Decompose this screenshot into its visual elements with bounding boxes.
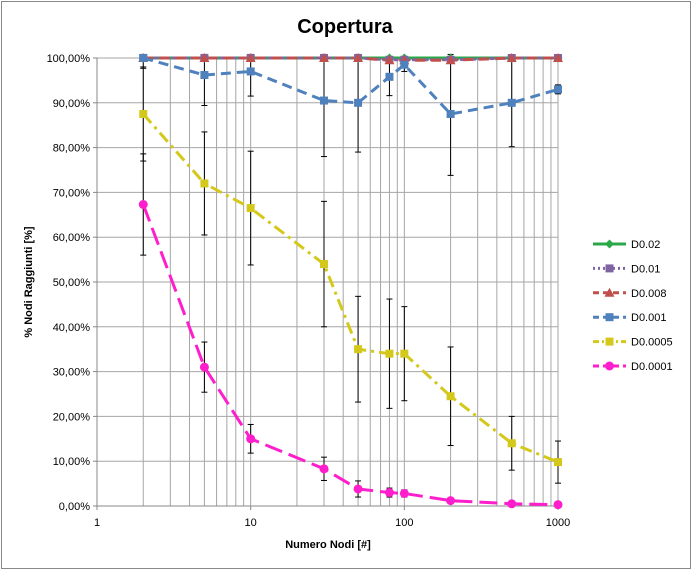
data-point xyxy=(139,110,148,118)
legend-label-4: D0.0005 xyxy=(631,337,673,349)
data-point xyxy=(384,55,395,65)
y-tick-label: 0,00% xyxy=(59,501,90,513)
legend: D0.02 D0.01 D0.008 D0.001 D0.0005 D0.0001 xyxy=(593,239,673,373)
x-axis-ticks: 1 10 100 1000 xyxy=(94,505,570,529)
legend-marker-3 xyxy=(605,313,614,322)
data-point xyxy=(353,53,364,62)
data-point xyxy=(200,179,209,188)
data-point xyxy=(400,349,409,358)
data-point xyxy=(400,60,409,69)
data-point xyxy=(506,53,517,62)
data-point xyxy=(246,67,255,76)
y-tick-label: 40,00% xyxy=(53,322,91,334)
data-point xyxy=(384,488,394,498)
x-axis-title: Numero Nodi [#] xyxy=(285,539,371,551)
data-point xyxy=(399,488,409,498)
data-point xyxy=(354,345,363,354)
series-lines xyxy=(141,56,560,507)
y-tick-label: 30,00% xyxy=(53,367,91,379)
y-axis-title: % Nodi Raggiunti [%] xyxy=(23,226,35,338)
legend-label-0: D0.02 xyxy=(631,239,660,251)
data-point xyxy=(446,496,456,506)
series-line-2 xyxy=(143,56,558,62)
data-point xyxy=(245,53,256,62)
data-point xyxy=(318,53,329,62)
y-tick-label: 70,00% xyxy=(53,187,91,199)
x-tick-label: 10 xyxy=(245,517,257,529)
y-tick-label: 60,00% xyxy=(53,232,91,244)
grid xyxy=(96,57,559,507)
data-point xyxy=(446,392,455,401)
y-tick-label: 50,00% xyxy=(53,277,91,289)
data-point xyxy=(246,434,256,444)
legend-marker-2 xyxy=(604,287,615,297)
legend-label-3: D0.001 xyxy=(631,312,666,324)
data-point xyxy=(507,439,516,448)
data-point xyxy=(246,204,255,213)
data-point xyxy=(446,110,455,118)
legend-label-5: D0.0001 xyxy=(631,361,673,373)
x-tick-label: 1 xyxy=(94,517,100,529)
series-markers xyxy=(138,53,563,510)
data-point xyxy=(139,54,148,62)
data-point xyxy=(445,55,456,65)
data-point xyxy=(199,362,209,372)
y-axis-ticks: 0,00% 10,00% 20,00% 30,00% 40,00% 50,00% 60,00… xyxy=(47,53,98,513)
data-point xyxy=(385,349,394,358)
data-point xyxy=(200,71,209,80)
data-point xyxy=(553,53,563,62)
y-tick-label: 10,00% xyxy=(53,456,91,468)
data-point xyxy=(199,53,210,62)
legend-label-2: D0.008 xyxy=(631,288,666,300)
legend-marker-4 xyxy=(605,337,614,346)
legend-marker-0 xyxy=(605,239,614,249)
y-tick-label: 20,00% xyxy=(53,411,91,423)
data-point xyxy=(319,464,329,474)
data-point xyxy=(354,98,363,107)
data-point xyxy=(319,260,328,269)
legend-marker-1 xyxy=(605,264,614,273)
data-point xyxy=(554,458,562,467)
series-line-4 xyxy=(142,113,559,464)
data-point xyxy=(353,484,363,494)
data-point xyxy=(553,500,563,510)
y-tick-label: 80,00% xyxy=(53,143,91,155)
legend-label-1: D0.01 xyxy=(631,263,660,275)
error-bars xyxy=(140,53,561,506)
data-point xyxy=(507,98,516,107)
series-line-5 xyxy=(141,203,559,507)
x-tick-label: 1000 xyxy=(546,517,570,529)
y-tick-label: 90,00% xyxy=(53,98,91,110)
series-line-3 xyxy=(142,56,559,116)
x-tick-label: 100 xyxy=(395,517,413,529)
data-point xyxy=(138,199,148,209)
chart-title: Copertura xyxy=(297,16,393,38)
data-point xyxy=(507,499,517,509)
data-point xyxy=(554,85,562,94)
legend-marker-5 xyxy=(605,361,614,371)
data-point xyxy=(319,96,328,105)
data-point xyxy=(385,72,394,81)
y-tick-label: 100,00% xyxy=(47,53,91,65)
